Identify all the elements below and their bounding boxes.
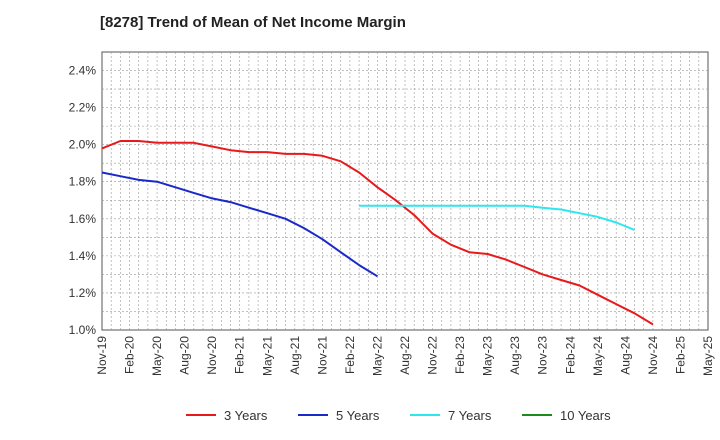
x-tick-label: Feb-22 xyxy=(343,336,357,374)
y-tick-label: 2.2% xyxy=(69,101,97,115)
series-lines xyxy=(101,140,654,326)
x-tick-label: Nov-24 xyxy=(646,336,660,375)
legend-label: 10 Years xyxy=(560,408,611,423)
y-tick-label: 2.0% xyxy=(69,138,97,152)
series-line-7-years xyxy=(359,204,635,231)
x-tick-label: Nov-19 xyxy=(95,336,109,375)
x-tick-label: May-20 xyxy=(150,336,164,376)
x-tick-label: Nov-21 xyxy=(315,336,329,375)
x-tick-label: May-21 xyxy=(260,336,274,376)
x-axis-tick-labels: Nov-19 Feb-20 May-20 Aug-20 Nov-20 Feb-21 May-… xyxy=(95,336,715,376)
x-tick-label: Aug-23 xyxy=(508,336,522,375)
x-tick-label: May-23 xyxy=(481,336,495,376)
x-tick-label: Feb-24 xyxy=(563,336,577,374)
x-tick-label: Aug-24 xyxy=(618,336,632,375)
x-tick-label: Nov-22 xyxy=(426,336,440,375)
x-tick-label: Feb-25 xyxy=(673,336,687,374)
x-tick-label: Feb-20 xyxy=(123,336,137,374)
y-tick-label: 1.2% xyxy=(69,286,97,300)
legend-label: 5 Years xyxy=(336,408,380,423)
y-axis-tick-labels: 1.0% 1.2% 1.4% 1.6% 1.8% 2.0% 2.2% 2.4% xyxy=(69,64,97,337)
x-tick-label: May-24 xyxy=(591,336,605,376)
y-tick-label: 1.0% xyxy=(69,323,97,337)
x-tick-label: Feb-23 xyxy=(453,336,467,374)
series-line-5-years xyxy=(101,171,379,278)
chart-title: [8278] Trend of Mean of Net Income Margi… xyxy=(100,14,406,31)
plot-area xyxy=(101,51,709,331)
y-tick-label: 2.4% xyxy=(69,64,97,78)
legend-label: 3 Years xyxy=(224,408,268,423)
legend-label: 7 Years xyxy=(448,408,492,423)
y-tick-label: 1.8% xyxy=(69,175,97,189)
x-tick-label: Nov-23 xyxy=(536,336,550,375)
x-tick-label: Aug-20 xyxy=(178,336,192,375)
x-tick-label: Nov-20 xyxy=(205,336,219,375)
y-tick-label: 1.6% xyxy=(69,212,97,226)
series-line-3-years xyxy=(101,140,654,326)
y-tick-label: 1.4% xyxy=(69,249,97,263)
x-tick-label: May-25 xyxy=(701,336,715,376)
x-tick-label: Aug-22 xyxy=(398,336,412,375)
x-tick-label: May-22 xyxy=(370,336,384,376)
legend: 3 Years 5 Years 7 Years 10 Years xyxy=(186,408,611,423)
x-tick-label: Aug-21 xyxy=(288,336,302,375)
x-tick-label: Feb-21 xyxy=(233,336,247,374)
